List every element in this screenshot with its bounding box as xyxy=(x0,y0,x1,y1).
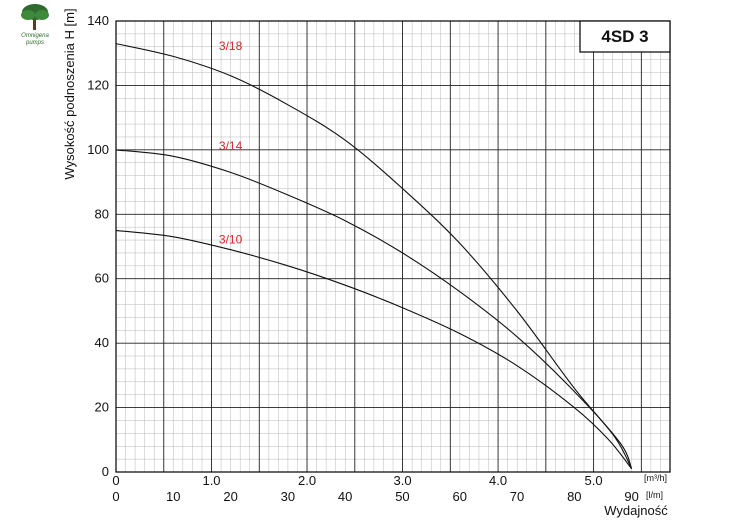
series-line-3-14 xyxy=(115,149,633,470)
x-unit-top: [m³/h] xyxy=(644,473,667,483)
x-bottom-tick-label: 10 xyxy=(166,489,180,504)
y-tick-label: 60 xyxy=(95,271,109,286)
x-bottom-tick-label: 70 xyxy=(510,489,524,504)
y-tick-label: 0 xyxy=(102,464,109,479)
plot-frame xyxy=(115,20,671,473)
x-bottom-tick-label: 50 xyxy=(395,489,409,504)
y-tick-label: 140 xyxy=(87,13,109,28)
x-top-tick-label: 2.0 xyxy=(298,473,316,488)
x-top-tick-label: 1.0 xyxy=(202,473,220,488)
y-tick-label: 40 xyxy=(95,335,109,350)
chart-title: 4SD 3 xyxy=(601,27,648,46)
x-top-tick-label: 0 xyxy=(112,473,119,488)
tree-icon xyxy=(21,4,49,30)
x-axis-title: Wydajność xyxy=(604,503,668,518)
y-tick-label: 100 xyxy=(87,142,109,157)
x-top-tick-label: 4.0 xyxy=(489,473,507,488)
x-bottom-tick-label: 0 xyxy=(112,489,119,504)
x-axis-bottom-ticks: 0 10 20 30 40 50 60 70 80 90 xyxy=(112,489,638,504)
y-axis-ticks: 0 20 40 60 80 100 120 140 xyxy=(87,13,109,479)
x-axis-top-ticks: 0 1.0 2.0 3.0 4.0 5.0 xyxy=(112,473,602,488)
x-bottom-tick-label: 60 xyxy=(453,489,467,504)
logo-name: Omnigena xyxy=(21,33,49,39)
brand-logo: Omnigena pumps xyxy=(21,4,50,46)
series-line-3-18 xyxy=(115,43,633,470)
minor-grid xyxy=(116,21,671,472)
y-tick-label: 80 xyxy=(95,206,109,221)
x-bottom-tick-label: 40 xyxy=(338,489,352,504)
x-bottom-tick-label: 90 xyxy=(624,489,638,504)
series-layer: 3/18 3/14 3/10 xyxy=(115,39,633,470)
y-tick-label: 120 xyxy=(87,77,109,92)
x-top-tick-label: 5.0 xyxy=(585,473,603,488)
x-bottom-tick-label: 80 xyxy=(567,489,581,504)
series-label-3-14: 3/14 xyxy=(219,139,243,153)
logo-subtitle: pumps xyxy=(25,40,44,46)
x-unit-bottom: [l/m] xyxy=(646,490,663,500)
series-label-3-10: 3/10 xyxy=(219,232,243,246)
y-axis-title: Wysokość podnoszenia H [m] xyxy=(62,8,77,179)
title-box xyxy=(579,20,671,53)
major-grid xyxy=(116,21,670,472)
y-tick-label: 20 xyxy=(95,400,109,415)
x-top-tick-label: 3.0 xyxy=(394,473,412,488)
series-label-3-18: 3/18 xyxy=(219,39,243,53)
series-line-3-10 xyxy=(115,229,633,470)
x-bottom-tick-label: 30 xyxy=(281,489,295,504)
x-bottom-tick-label: 20 xyxy=(223,489,237,504)
